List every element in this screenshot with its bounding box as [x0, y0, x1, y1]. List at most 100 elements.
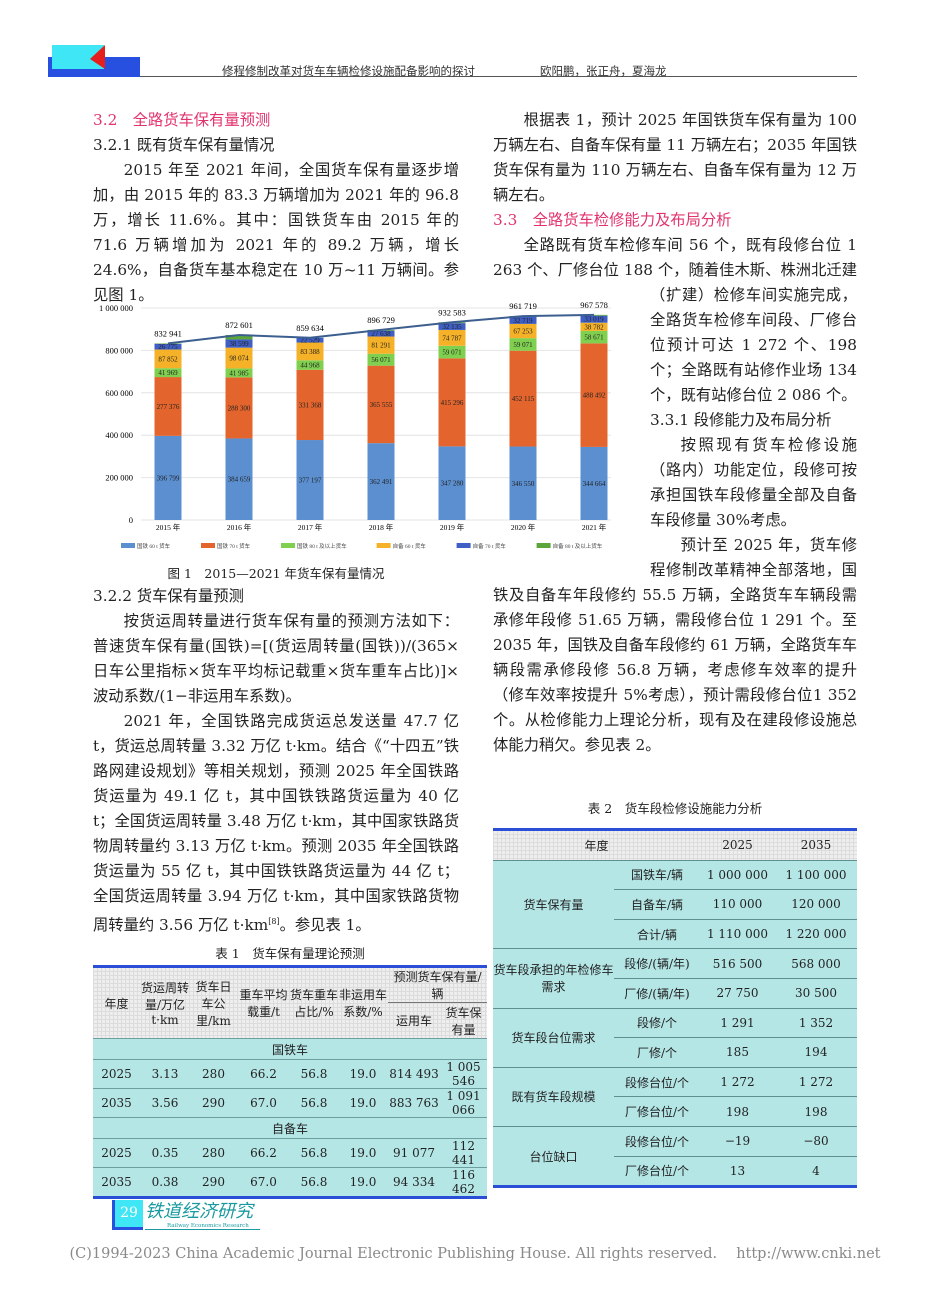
table-row: 厂修/个 185 194 — [493, 1037, 857, 1068]
group-label: 既有货车段规模 — [493, 1066, 614, 1127]
data-label: 27 638 — [371, 330, 391, 338]
table-1: 年度 货运周转量/万亿 t·km 货车日车公里/km 重车平均载重/t 货车重车… — [93, 965, 487, 1199]
cell: 198 — [700, 1096, 775, 1127]
table-1-caption: 表 1 货车保有量理论预测 — [215, 946, 365, 961]
cell: 185 — [700, 1037, 775, 1068]
y-tick-label: 600 000 — [105, 388, 133, 398]
data-label: 32 135 — [442, 323, 462, 331]
data-label: 347 280 — [441, 480, 464, 488]
x-tick-label: 2019 年 — [440, 522, 465, 532]
data-label: 67 253 — [513, 328, 533, 336]
cell: −80 — [775, 1125, 857, 1157]
table-row: 既有货车段规模 段修台位/个 1 272 1 272 — [493, 1066, 857, 1127]
bar-segment — [154, 368, 182, 378]
th-loaded-ratio: 货车重车占比/% — [290, 988, 339, 1019]
total-label: 932 583 — [438, 307, 466, 317]
x-tick-label: 2020 年 — [511, 522, 536, 532]
figure-1-caption: 图 1 2015—2021 年货车保有量情况 — [167, 566, 385, 581]
journal-name: 铁道经济研究 — [145, 1201, 253, 1222]
bar-segment — [580, 446, 608, 520]
table-row: 货车段台位需求 段修/个 1 291 1 352 — [493, 1007, 857, 1068]
bar-segment — [154, 349, 182, 369]
table-2: 年度 2025 2035 货车保有量 国铁车/辆 1 000 000 1 100 00… — [493, 828, 857, 1189]
row-label: 厂修台位/个 — [614, 1096, 700, 1127]
total-label: 967 578 — [580, 300, 608, 310]
data-label: 415 296 — [441, 399, 464, 407]
bar-segment — [580, 322, 608, 331]
citation-ref[interactable]: [8] — [268, 917, 280, 926]
section-heading-3-2: 3.2 全路货车保有量预测 — [93, 111, 271, 129]
data-label: 452 115 — [512, 395, 535, 403]
cell: 1 272 — [700, 1066, 775, 1097]
cell: 2035 — [93, 1167, 140, 1198]
table-row: 货车保有量 国铁车/辆 1 000 000 1 100 000 — [493, 859, 857, 949]
total-label: 872 601 — [225, 320, 253, 330]
cell: 0.38 — [140, 1167, 190, 1198]
page-number: 29 — [120, 1205, 138, 1221]
cell: 67.0 — [237, 1167, 290, 1198]
table-2-caption: 表 2 货车段检修设施能力分析 — [587, 801, 763, 816]
cell: 66.2 — [237, 1138, 290, 1168]
data-label: 362 491 — [370, 478, 393, 486]
th-turnover: 货运周转量/万亿 t·km — [140, 981, 189, 1027]
cell: 1 100 000 — [775, 859, 857, 890]
bar-segment — [225, 347, 253, 369]
cell: 194 — [775, 1037, 857, 1068]
section-heading-3-2-1: 3.2.1 既有货车保有量情况 — [93, 136, 275, 154]
th-daily-km: 货车日车公里/km — [195, 979, 232, 1028]
cell: 1 352 — [775, 1007, 857, 1038]
cell: −19 — [700, 1125, 775, 1157]
data-label: 59 071 — [442, 349, 462, 357]
table-row: 合计/辆 1 110 000 1 220 000 — [493, 918, 857, 949]
bar-segment — [438, 345, 466, 359]
cell: 3.56 — [140, 1088, 190, 1118]
cell: 290 — [190, 1088, 237, 1118]
bar-segment — [438, 329, 466, 346]
bar-segment — [225, 438, 253, 520]
cell: 2035 — [93, 1088, 140, 1118]
bar-segment — [509, 323, 537, 339]
x-tick-label: 2017 年 — [298, 522, 323, 532]
cell: 67.0 — [237, 1088, 290, 1118]
legend-label: 自备 80 t 及以上货车 — [553, 542, 603, 550]
y-tick-label: 1 000 000 — [99, 303, 133, 313]
cell: 19.0 — [338, 1138, 388, 1168]
bar-segment — [367, 353, 395, 366]
y-tick-label: 400 000 — [105, 430, 133, 440]
data-label: 384 659 — [228, 476, 251, 484]
row-label: 段修/个 — [614, 1007, 700, 1038]
cell: 1 220 000 — [775, 918, 857, 949]
cell: 280 — [190, 1138, 237, 1168]
data-label: 98 074 — [229, 355, 249, 363]
group-label: 自备车 — [93, 1117, 487, 1139]
journal-name-en: Railway Economics Research — [167, 1223, 249, 1229]
table-row: 货车段承担的年检修车需求 段修/(辆/年) 516 500 568 000 — [493, 948, 857, 1009]
data-label: 396 799 — [157, 474, 180, 482]
data-label: 22 529 — [300, 337, 320, 345]
legend-swatch — [281, 543, 295, 548]
cell: 1 091 066 — [440, 1088, 487, 1118]
cell: 116 462 — [440, 1167, 487, 1198]
table-row: 厂修台位/个 13 4 — [493, 1155, 857, 1187]
y-tick-label: 800 000 — [105, 345, 133, 355]
bar-segment — [367, 365, 395, 444]
bar-segment — [296, 360, 324, 370]
data-label: 346 550 — [512, 480, 535, 488]
th-forecast: 预测货车保有量/辆 — [388, 966, 487, 1003]
bar-segment — [154, 377, 182, 436]
figure-1-chart: 0 200 000 400 000 600 000 800 000 1 000 000 39… — [99, 300, 611, 550]
cell: 568 000 — [775, 948, 857, 979]
table-row: 厂修/(辆/年) 27 750 30 500 — [493, 977, 857, 1009]
cell: 198 — [775, 1096, 857, 1127]
page-number-badge: 29 — [112, 1200, 143, 1230]
row-label: 国铁车/辆 — [614, 859, 700, 890]
x-tick-label: 2018 年 — [369, 522, 394, 532]
cell: 814 493 — [388, 1059, 440, 1089]
section-heading-3-3: 3.3 全路货车检修能力及布局分析 — [493, 211, 732, 229]
cell: 94 334 — [388, 1167, 440, 1198]
cell: 1 291 — [700, 1007, 775, 1038]
cell: 280 — [190, 1059, 237, 1089]
cell: 56.8 — [290, 1167, 338, 1198]
data-label: 41 985 — [229, 369, 249, 377]
cell: 2025 — [93, 1138, 140, 1168]
